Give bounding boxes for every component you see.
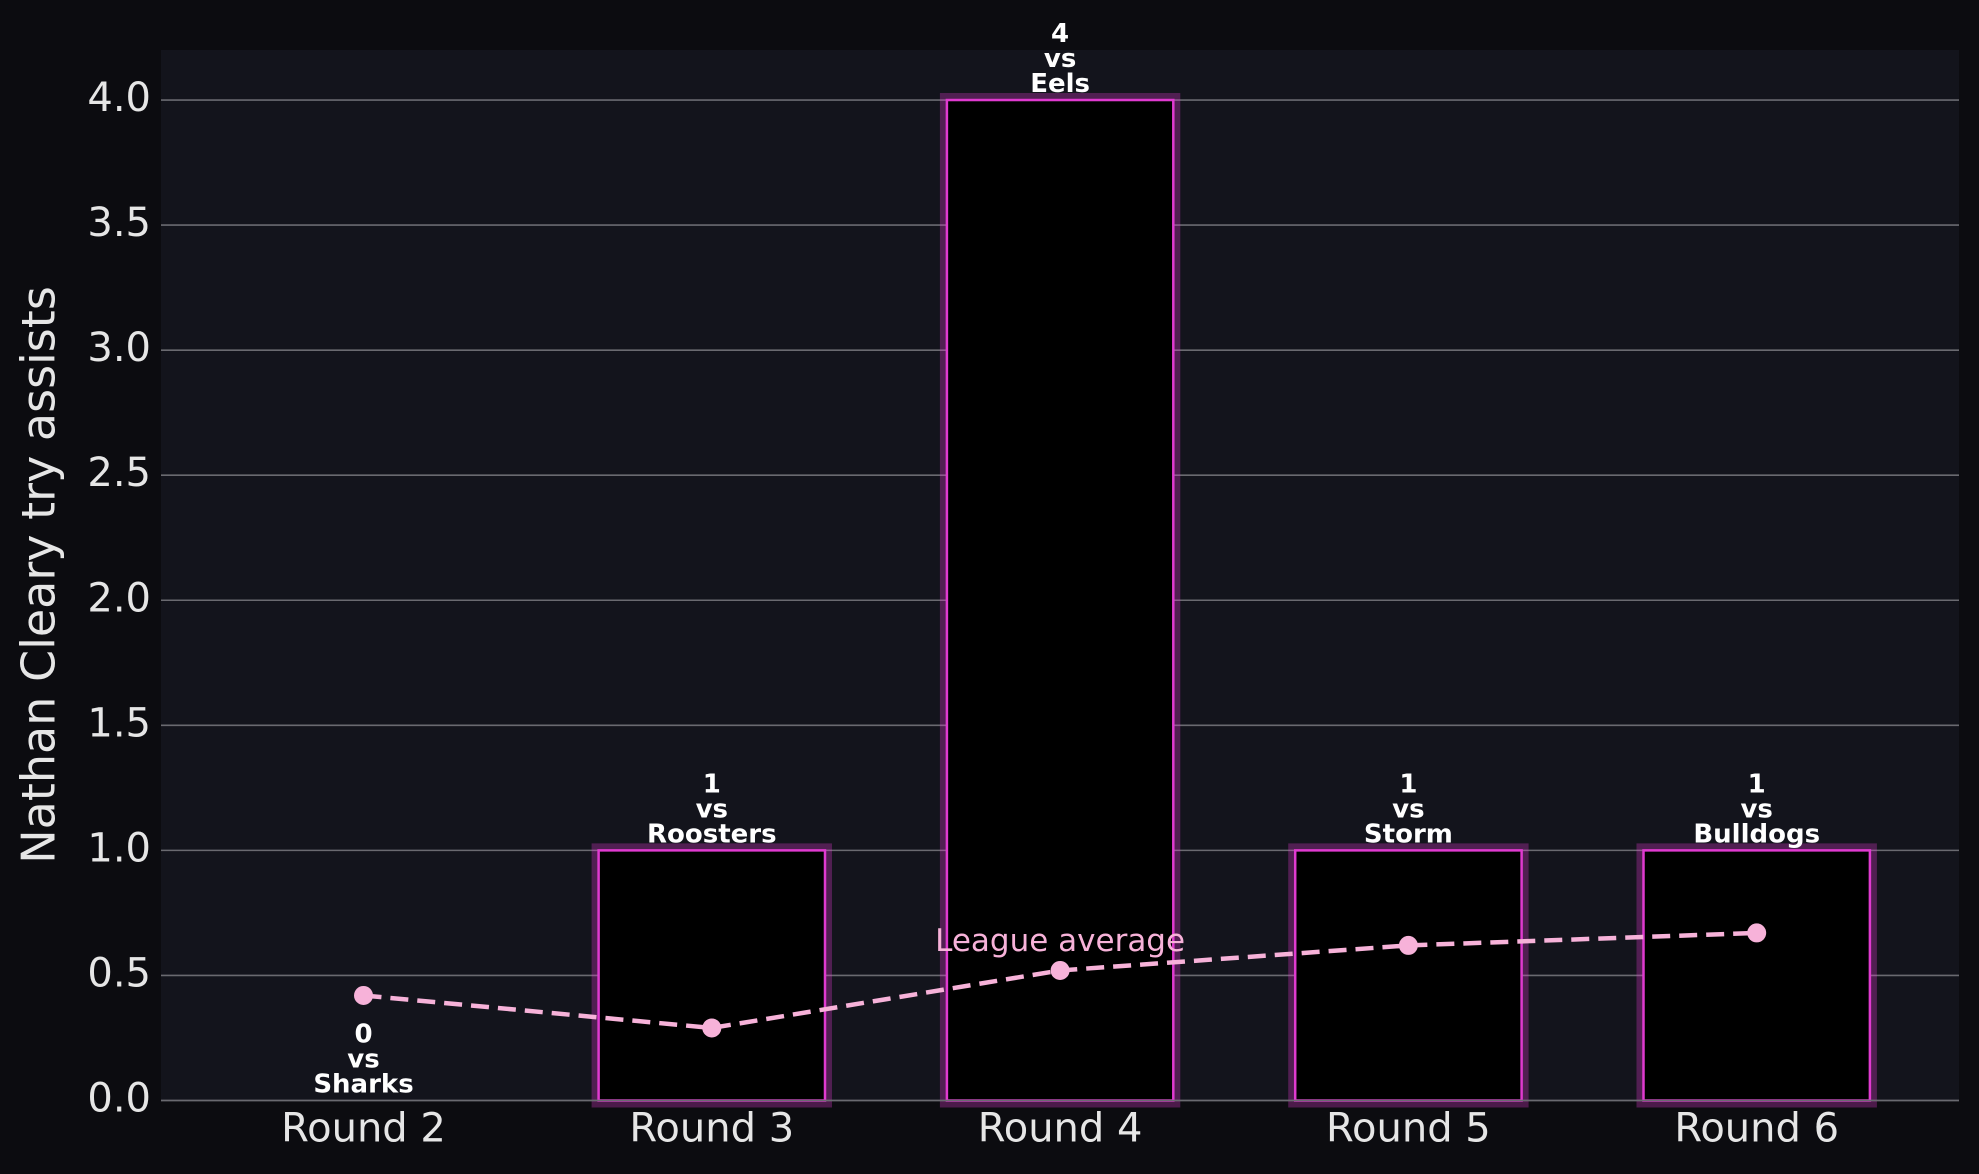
x-tick-label: Round 4: [978, 1106, 1143, 1152]
value-label: 0 vs Sharks: [313, 1020, 413, 1100]
y-tick-label: 1.5: [87, 700, 151, 746]
x-tick-label: Round 2: [281, 1106, 446, 1152]
y-tick-label: 2.5: [87, 450, 151, 496]
y-axis-label: Nathan Cleary try assists: [12, 286, 66, 864]
average-point: [1050, 960, 1070, 980]
x-tick-label: Round 3: [629, 1106, 794, 1152]
value-label: 1 vs Bulldogs: [1693, 769, 1820, 849]
value-label: 1 vs Storm: [1364, 769, 1453, 849]
y-tick-label: 0.0: [87, 1076, 151, 1122]
y-tick-label: 1.0: [87, 825, 151, 871]
value-label: 4 vs Eels: [1030, 19, 1090, 99]
average-point: [1398, 935, 1418, 955]
y-tick-label: 2.0: [87, 575, 151, 621]
y-tick-label: 3.0: [87, 325, 151, 371]
value-label: 1 vs Roosters: [647, 769, 777, 849]
x-tick-label: Round 6: [1674, 1106, 1839, 1152]
y-tick-label: 3.5: [87, 200, 151, 246]
x-tick-label: Round 5: [1326, 1106, 1491, 1152]
y-tick-label: 4.0: [87, 75, 151, 121]
average-point: [702, 1018, 722, 1038]
average-point: [354, 985, 373, 1005]
y-tick-label: 0.5: [87, 950, 151, 996]
line-annotation: League average: [935, 923, 1185, 959]
bar: [1642, 849, 1872, 1102]
bar: [1293, 849, 1523, 1102]
average-point: [1747, 923, 1767, 943]
bar: [597, 849, 827, 1102]
